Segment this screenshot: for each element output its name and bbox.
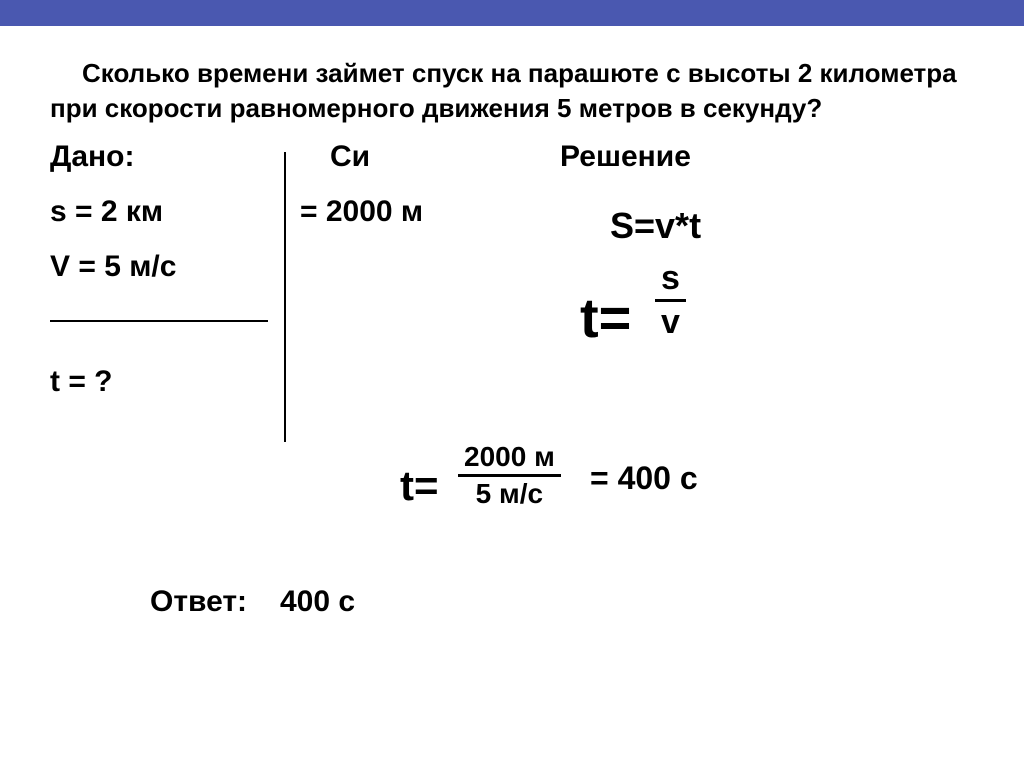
solution-area: Дано: Си Решение s = 2 км = 2000 м V = 5… xyxy=(50,140,974,660)
divider-given-line xyxy=(50,320,268,322)
given-find: t = ? xyxy=(50,365,113,399)
top-band xyxy=(0,0,1024,26)
formula-t-fraction: s v xyxy=(655,260,686,340)
formula-t-eq: t= xyxy=(580,285,631,350)
fraction-bar xyxy=(458,474,561,477)
formula-svt: S=v*t xyxy=(610,205,701,247)
calc-t-eq: t= xyxy=(400,462,439,510)
formula-t-den: v xyxy=(655,304,686,341)
given-header: Дано: xyxy=(50,140,135,174)
fraction-bar xyxy=(655,299,686,302)
answer-label: Ответ: xyxy=(150,585,247,619)
solution-header: Решение xyxy=(560,140,691,174)
given-s: s = 2 км xyxy=(50,195,163,229)
given-s-si: = 2000 м xyxy=(300,195,423,229)
answer-value: 400 с xyxy=(280,585,355,619)
calc-result: = 400 с xyxy=(590,460,698,497)
calc-fraction: 2000 м 5 м/с xyxy=(458,442,561,509)
problem-text: Сколько времени займет спуск на парашюте… xyxy=(50,56,974,126)
given-v: V = 5 м/с xyxy=(50,250,176,284)
calc-den: 5 м/с xyxy=(458,479,561,509)
calc-num: 2000 м xyxy=(458,442,561,472)
formula-t-num: s xyxy=(655,260,686,297)
si-header: Си xyxy=(330,140,370,174)
slide-content: Сколько времени займет спуск на парашюте… xyxy=(0,26,1024,660)
divider-vertical xyxy=(284,152,286,442)
